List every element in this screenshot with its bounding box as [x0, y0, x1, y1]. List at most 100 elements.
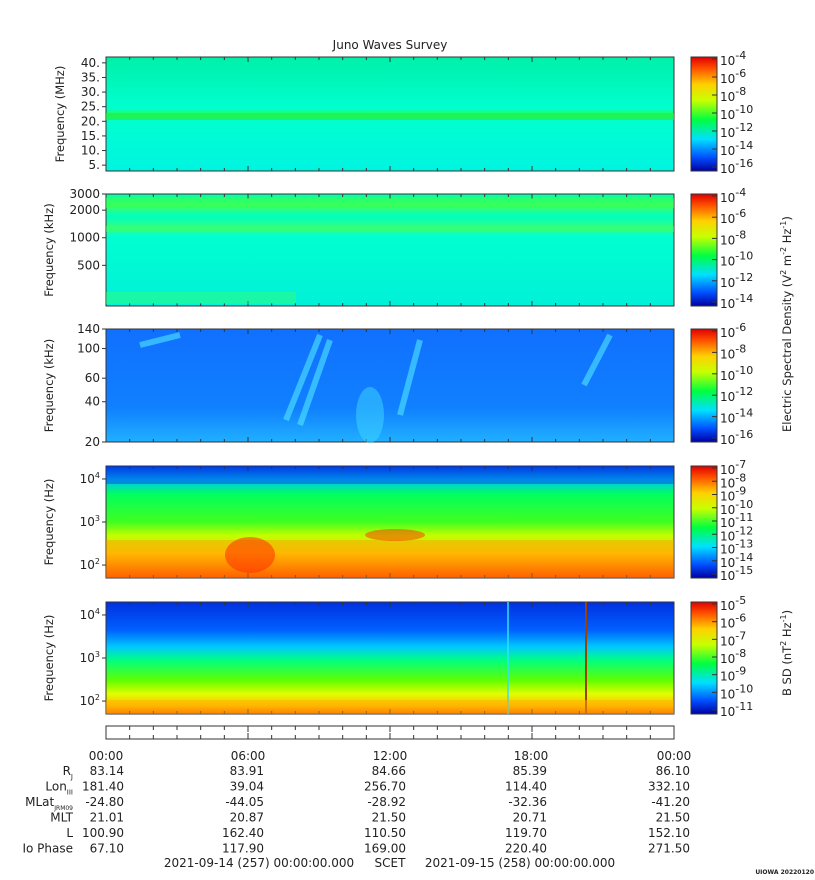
panel-p2: 500 1000 2000 3000 Frequency (kHz) 10-4 10-6 10… — [42, 186, 753, 311]
colorbar-label-p5-1: 10-6 — [720, 612, 746, 631]
uiowa-stamp: UIOWA 20220120 — [755, 869, 814, 876]
colorbar-label-p3-2: 10-10 — [720, 364, 753, 383]
y-axis-label-p3: Frequency (kHz) — [42, 339, 56, 432]
arc-emission-1 — [297, 339, 333, 426]
y-tick-label-p2-0: 500 — [77, 258, 100, 272]
colorbar-p5 — [690, 601, 718, 715]
y-tick-label-p5-2: 104 — [80, 607, 100, 622]
ephemeris-value-1-4: 332.10 — [648, 780, 690, 794]
arc-emission-0 — [283, 333, 323, 422]
ephemeris-value-5-0: 67.10 — [90, 842, 124, 856]
time-label-2: 12:00 — [373, 749, 408, 763]
colorbar-label-p5-2: 10-7 — [720, 629, 746, 648]
y-tick-label-p3-4: 140 — [77, 322, 100, 336]
footer-start-time: 2021-09-14 (257) 00:00:00.000 — [164, 856, 354, 870]
ephemeris-label-0: RJ — [63, 764, 73, 781]
y-tick-label-p1-2: 15. — [81, 129, 100, 143]
colorbar-label-p5-3: 10-8 — [720, 647, 746, 666]
hot-patch-p4-b — [365, 529, 425, 541]
ephemeris-value-1-2: 256.70 — [364, 780, 406, 794]
colorbar-label-p1-3: 10-10 — [720, 103, 753, 122]
magnetic-colorbar-label: B SD (nT2 Hz-1) — [779, 610, 794, 696]
ephemeris-value-3-0: 21.01 — [90, 811, 124, 825]
colorbar-label-p1-1: 10-6 — [720, 67, 746, 86]
colorbar-label-p1-6: 10-16 — [720, 157, 753, 176]
ephemeris-value-3-4: 21.50 — [656, 811, 690, 825]
ephemeris-label-2: MLatJRM09 — [25, 795, 73, 812]
panel-p1: 5.10.15.20.25.30.35.40. Frequency (MHz) 10… — [53, 49, 753, 176]
hot-band-p4 — [106, 540, 674, 578]
ephemeris-value-1-1: 39.04 — [230, 780, 264, 794]
ephemeris-value-0-2: 84.66 — [372, 764, 406, 778]
ephemeris-label-3: MLT — [50, 811, 73, 825]
ephemeris-value-4-0: 100.90 — [82, 826, 124, 840]
ephemeris-label-4: L — [66, 826, 73, 840]
ephemeris-value-4-3: 119.70 — [505, 826, 547, 840]
colorbar-label-p3-1: 10-8 — [720, 342, 746, 361]
colorbar-label-p1-5: 10-14 — [720, 139, 753, 158]
colorbar-p4 — [690, 465, 718, 579]
y-tick-label-p1-4: 25. — [81, 100, 100, 114]
ephemeris-value-0-3: 85.39 — [513, 764, 547, 778]
y-tick-label-p3-3: 100 — [77, 342, 100, 356]
ephemeris-value-4-1: 162.40 — [222, 826, 264, 840]
spectrogram-features — [106, 113, 674, 714]
ephemeris-value-5-3: 220.40 — [505, 842, 547, 856]
ephemeris-value-2-2: -28.92 — [367, 795, 406, 809]
ephemeris-value-3-1: 20.87 — [230, 811, 264, 825]
ephemeris-value-5-2: 169.00 — [364, 842, 406, 856]
y-tick-label-p1-7: 40. — [81, 56, 100, 70]
colorbar-label-p2-1: 10-6 — [720, 207, 746, 226]
ephemeris-value-2-4: -41.20 — [651, 795, 690, 809]
y-tick-label-p1-6: 35. — [81, 70, 100, 84]
ephemeris-value-3-3: 20.71 — [513, 811, 547, 825]
colorbar-label-p3-5: 10-16 — [720, 428, 753, 447]
y-tick-label-p5-1: 103 — [80, 650, 100, 665]
ephemeris-value-4-4: 152.10 — [648, 826, 690, 840]
colorbar-label-p5-0: 10-5 — [720, 594, 746, 613]
footer-scet-label: SCET — [375, 856, 407, 870]
chart-title: Juno Waves Survey — [332, 38, 448, 52]
y-tick-label-p2-2: 2000 — [69, 203, 100, 217]
spectrogram-panels: 5.10.15.20.25.30.35.40. Frequency (MHz) 10… — [42, 49, 753, 719]
colorbar-p1 — [690, 56, 718, 172]
ephemeris-value-0-1: 83.91 — [230, 764, 264, 778]
y-tick-label-p3-2: 60 — [85, 371, 100, 385]
ephemeris-table: RJ 83.14 83.91 84.66 85.39 86.10 LonIII 181.40 3… — [22, 764, 690, 856]
y-tick-label-p4-1: 103 — [80, 514, 100, 529]
ephemeris-value-3-2: 21.50 — [372, 811, 406, 825]
electric-colorbar-label: Electric Spectral Density (V2 m-2 Hz-1) — [779, 216, 794, 432]
y-axis-label-p4: Frequency (Hz) — [42, 479, 56, 566]
spectrogram-p3 — [106, 329, 674, 442]
y-tick-label-p3-0: 20 — [85, 435, 100, 449]
spectrogram-p5 — [106, 602, 674, 714]
y-tick-label-p4-0: 102 — [80, 557, 100, 572]
colorbar-label-p2-0: 10-4 — [720, 186, 746, 205]
colorbar-label-p2-2: 10-8 — [720, 228, 746, 247]
band-2mhz — [106, 198, 674, 208]
colorbar-p3 — [690, 328, 718, 443]
y-tick-label-p1-1: 10. — [81, 144, 100, 158]
spectrogram-p2 — [106, 194, 674, 306]
y-tick-label-p2-3: 3000 — [69, 187, 100, 201]
y-axis-label-p5: Frequency (Hz) — [42, 615, 56, 702]
y-tick-label-p1-3: 20. — [81, 114, 100, 128]
ephemeris-value-2-1: -44.05 — [225, 795, 264, 809]
low-band-p5 — [106, 700, 674, 714]
ephemeris-value-2-0: -24.80 — [85, 795, 124, 809]
blob-emission-p3 — [356, 387, 384, 443]
time-label-0: 00:00 — [89, 749, 124, 763]
colorbar-p2 — [690, 193, 718, 307]
colorbar-label-p5-4: 10-9 — [720, 665, 746, 684]
colorbar-label-p5-6: 10-11 — [720, 700, 753, 719]
time-axis-labels: 00:00 06:00 12:00 18:00 00:00 — [89, 749, 692, 763]
ephemeris-value-5-4: 271.50 — [648, 842, 690, 856]
colorbar-label-p2-4: 10-12 — [720, 271, 753, 290]
ephemeris-value-5-1: 117.90 — [222, 842, 264, 856]
colorbar-label-p3-4: 10-14 — [720, 407, 753, 426]
ephemeris-value-1-3: 114.40 — [505, 780, 547, 794]
y-tick-label-p1-5: 30. — [81, 85, 100, 99]
